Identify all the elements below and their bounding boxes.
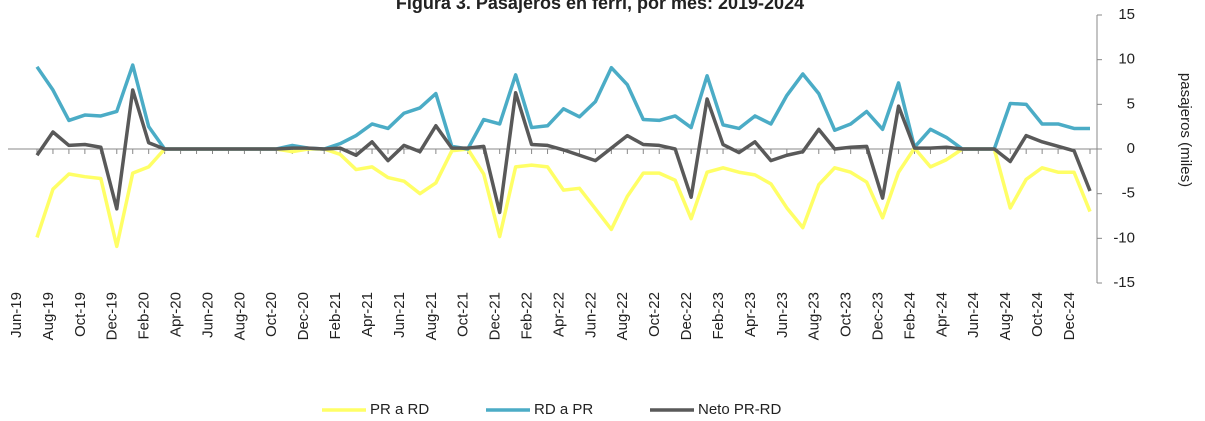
x-tick-label: Dec-22 xyxy=(678,292,695,340)
x-tick-label: Dec-20 xyxy=(295,292,312,340)
y-tick-label: -15 xyxy=(1113,274,1135,291)
x-tick-label: Oct-19 xyxy=(72,292,89,337)
x-tick-label: Apr-23 xyxy=(742,292,759,337)
x-tick-label: Feb-23 xyxy=(710,292,727,340)
x-tick-label: Dec-21 xyxy=(487,292,504,340)
x-tick-label: Aug-23 xyxy=(806,292,823,340)
y-tick-label: 10 xyxy=(1118,51,1135,68)
line-series xyxy=(35,88,1092,215)
x-tick-label: Oct-22 xyxy=(646,292,663,337)
x-tick-label: Oct-24 xyxy=(1029,292,1046,337)
x-tick-label: Apr-21 xyxy=(359,292,376,337)
line-series xyxy=(35,63,1090,151)
x-tick-label: Jun-23 xyxy=(774,292,791,338)
y-tick-label: -5 xyxy=(1122,185,1135,202)
legend-label: Neto PR-RD xyxy=(698,401,782,418)
x-tick-label: Feb-21 xyxy=(327,292,344,340)
x-tick-label: Apr-20 xyxy=(168,292,185,337)
x-tick-label: Aug-21 xyxy=(423,292,440,340)
x-tick-label: Jun-20 xyxy=(199,292,216,338)
x-tick-label: Feb-22 xyxy=(519,292,536,340)
y-tick-label: 15 xyxy=(1118,6,1135,23)
x-tick-label: Oct-23 xyxy=(838,292,855,337)
x-tick-label: Jun-21 xyxy=(391,292,408,338)
x-tick-label: Aug-22 xyxy=(614,292,631,340)
y-tick-label: 5 xyxy=(1127,95,1135,112)
legend-label: RD a PR xyxy=(534,401,593,418)
x-tick-label: Aug-24 xyxy=(997,292,1014,340)
x-tick-label: Feb-24 xyxy=(901,292,918,340)
x-tick-label: Feb-20 xyxy=(136,292,153,340)
line-series xyxy=(35,146,1092,249)
y-tick-label: 0 xyxy=(1127,140,1135,157)
x-tick-label: Apr-22 xyxy=(550,292,567,337)
x-tick-label: Oct-21 xyxy=(455,292,472,337)
y-tick-label: -10 xyxy=(1113,229,1135,246)
x-tick-label: Dec-23 xyxy=(870,292,887,340)
chart-title: Figura 3. Pasajeros en ferri, por mes: 2… xyxy=(396,0,804,13)
x-tick-label: Dec-24 xyxy=(1061,292,1078,340)
x-tick-label: Oct-20 xyxy=(263,292,280,337)
x-tick-label: Aug-20 xyxy=(231,292,248,340)
x-tick-label: Jun-19 xyxy=(8,292,25,338)
x-tick-label: Jun-24 xyxy=(965,292,982,338)
x-tick-label: Dec-19 xyxy=(104,292,121,340)
y-axis-label: pasajeros (miles) xyxy=(1177,73,1194,187)
x-tick-label: Aug-19 xyxy=(40,292,57,340)
x-tick-label: Jun-22 xyxy=(582,292,599,338)
legend-label: PR a RD xyxy=(370,401,429,418)
x-tick-label: Apr-24 xyxy=(933,292,950,337)
